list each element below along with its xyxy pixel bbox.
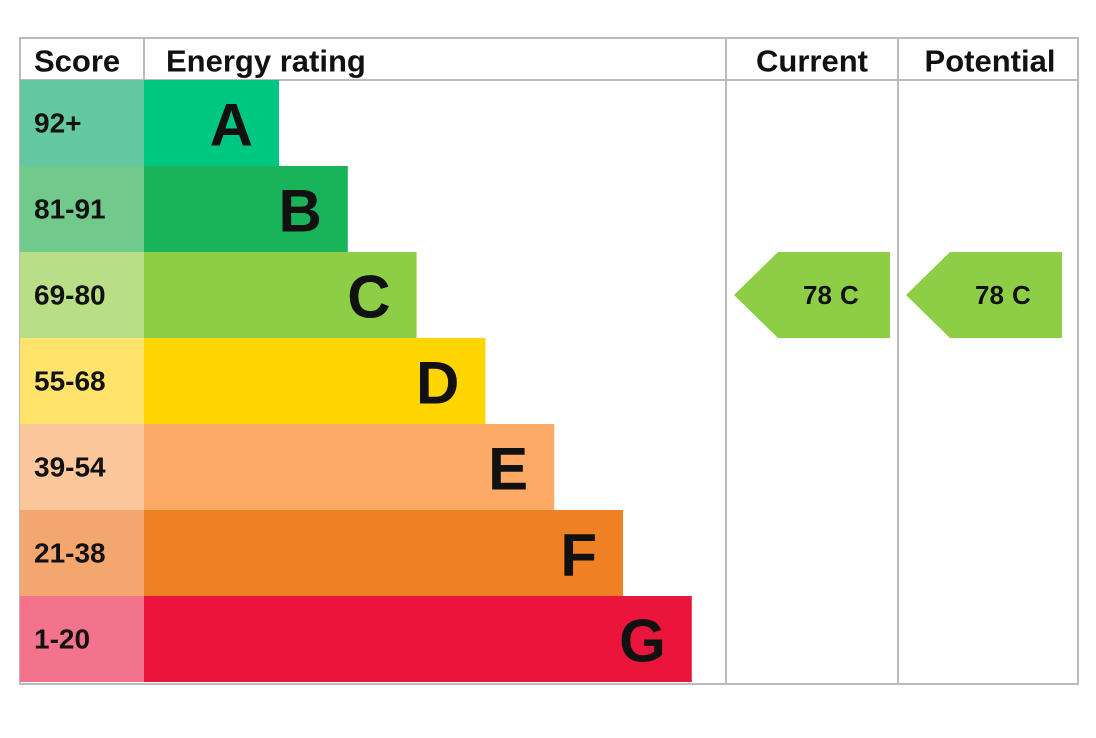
rating-letter: A	[210, 92, 253, 159]
header-rating: Energy rating	[166, 44, 366, 79]
rating-letter: F	[560, 522, 597, 589]
score-cell	[20, 80, 144, 166]
current-letter: C	[840, 280, 859, 310]
potential-letter: C	[1012, 280, 1031, 310]
header-potential: Potential	[925, 44, 1056, 79]
rating-bar	[144, 166, 348, 252]
current-arrow	[734, 252, 890, 338]
score-label: 69-80	[34, 280, 106, 311]
rating-letter: D	[416, 350, 459, 417]
rating-bar	[144, 252, 417, 338]
score-cell	[20, 252, 144, 338]
score-cell	[20, 338, 144, 424]
potential-value: 78	[975, 280, 1004, 310]
potential-arrow	[906, 252, 1062, 338]
score-cell	[20, 510, 144, 596]
rating-bar	[144, 510, 623, 596]
score-label: 55-68	[34, 366, 106, 397]
rating-letter: C	[347, 264, 390, 331]
rating-bar	[144, 424, 555, 510]
header-score: Score	[34, 44, 120, 79]
rating-bar	[144, 596, 692, 682]
header-current: Current	[756, 44, 868, 79]
score-label: 1-20	[34, 624, 90, 655]
score-label: 92+	[34, 108, 82, 139]
score-cell	[20, 424, 144, 510]
rating-bar	[144, 338, 486, 424]
score-cell	[20, 596, 144, 682]
score-label: 81-91	[34, 194, 106, 225]
rating-letter: B	[278, 178, 321, 245]
rating-letter: E	[488, 436, 528, 503]
current-value: 78	[803, 280, 832, 310]
rating-letter: G	[619, 608, 666, 675]
score-label: 39-54	[34, 452, 106, 483]
score-cell	[20, 166, 144, 252]
rating-bar	[144, 80, 279, 166]
score-label: 21-38	[34, 538, 106, 569]
